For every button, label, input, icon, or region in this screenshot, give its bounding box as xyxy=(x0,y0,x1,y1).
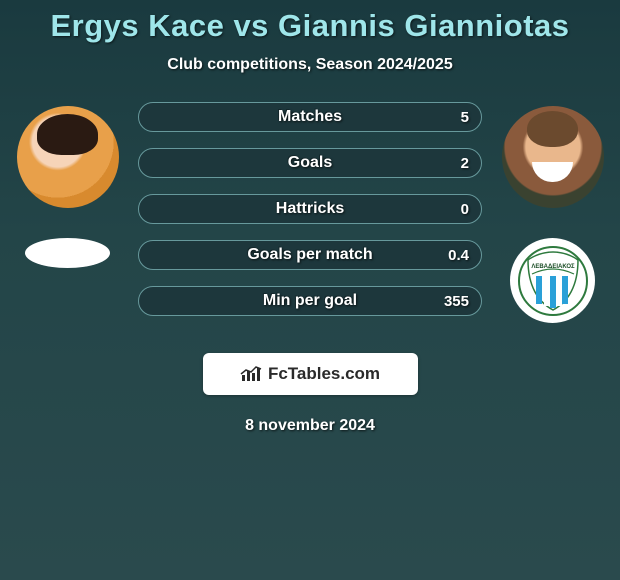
page-title: Ergys Kace vs Giannis Gianniotas xyxy=(0,8,620,44)
player-right-club-badge: ΛΕΒΑΔΕΙΑΚΟΣ xyxy=(510,238,595,323)
stat-row-goals-per-match: Goals per match 0.4 xyxy=(138,240,482,270)
stat-row-matches: Matches 5 xyxy=(138,102,482,132)
stat-label: Min per goal xyxy=(263,292,357,310)
player-right-avatar xyxy=(502,106,604,208)
stat-row-min-per-goal: Min per goal 355 xyxy=(138,286,482,316)
stat-label: Goals xyxy=(288,154,332,172)
stat-value-right: 0 xyxy=(461,201,469,218)
stat-label: Goals per match xyxy=(247,246,372,264)
player-left-avatar xyxy=(17,106,119,208)
stat-value-right: 355 xyxy=(444,293,469,310)
subtitle: Club competitions, Season 2024/2025 xyxy=(0,56,620,74)
date: 8 november 2024 xyxy=(0,417,620,435)
left-column xyxy=(15,102,120,268)
stat-label: Hattricks xyxy=(276,200,344,218)
stat-row-goals: Goals 2 xyxy=(138,148,482,178)
player-left-club-badge xyxy=(25,238,110,268)
stat-row-hattricks: Hattricks 0 xyxy=(138,194,482,224)
stat-value-right: 2 xyxy=(461,155,469,172)
stat-value-right: 5 xyxy=(461,109,469,126)
stat-value-right: 0.4 xyxy=(448,247,469,264)
watermark: FcTables.com xyxy=(203,353,418,395)
stat-label: Matches xyxy=(278,108,342,126)
watermark-text: FcTables.com xyxy=(268,364,380,384)
content-row: Matches 5 Goals 2 Hattricks 0 Goals per … xyxy=(0,102,620,323)
right-column: ΛΕΒΑΔΕΙΑΚΟΣ xyxy=(500,102,605,323)
stats-column: Matches 5 Goals 2 Hattricks 0 Goals per … xyxy=(138,102,482,316)
chart-icon xyxy=(240,365,262,383)
svg-text:ΛΕΒΑΔΕΙΑΚΟΣ: ΛΕΒΑΔΕΙΑΚΟΣ xyxy=(531,264,575,270)
infographic: Ergys Kace vs Giannis Gianniotas Club co… xyxy=(0,0,620,580)
shield-icon: ΛΕΒΑΔΕΙΑΚΟΣ xyxy=(518,246,588,316)
